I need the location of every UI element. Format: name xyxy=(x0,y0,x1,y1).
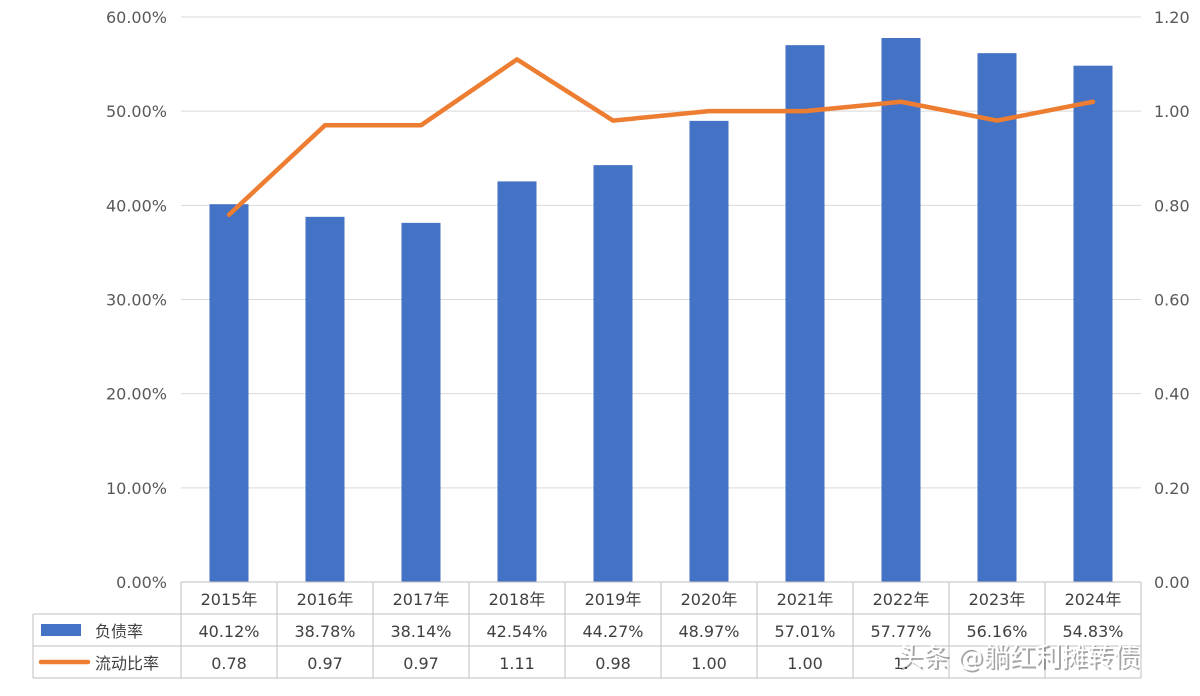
data-label: 1. xyxy=(893,654,908,673)
category-label: 2021年 xyxy=(777,590,834,609)
bar xyxy=(1073,65,1113,583)
left-tick-label: 40.00% xyxy=(106,196,167,215)
left-axis-ticks: 0.00% 10.00% 20.00% 30.00% 40.00% 50.00% 60.00… xyxy=(106,8,167,592)
right-axis-ticks: 0.00 0.20 0.40 0.60 0.80 1.00 1.20 xyxy=(1154,8,1190,592)
left-tick-label: 60.00% xyxy=(106,8,167,27)
right-tick-label: 1.00 xyxy=(1154,102,1190,121)
bar xyxy=(881,37,921,583)
category-label: 2020年 xyxy=(681,590,738,609)
bar-series xyxy=(209,37,1113,583)
right-tick-label: 0.80 xyxy=(1154,196,1190,215)
data-label: 1.00 xyxy=(787,654,823,673)
category-label: 2019年 xyxy=(585,590,642,609)
right-tick-label: 1.20 xyxy=(1154,8,1190,27)
legend-label: 负债率 xyxy=(95,622,143,641)
data-label: 57.77% xyxy=(870,622,931,641)
category-label: 2024年 xyxy=(1065,590,1122,609)
right-tick-label: 0.60 xyxy=(1154,291,1190,310)
bar xyxy=(785,45,825,583)
data-label: 38.78% xyxy=(294,622,355,641)
data-label: 54.83% xyxy=(1062,622,1123,641)
category-label: 2018年 xyxy=(489,590,546,609)
bar xyxy=(209,204,249,582)
data-label: 57.01% xyxy=(774,622,835,641)
category-label: 2015年 xyxy=(201,590,258,609)
data-label: 38.14% xyxy=(390,622,451,641)
legend-key-bar xyxy=(41,624,81,636)
bar xyxy=(401,222,441,582)
category-label: 2023年 xyxy=(969,590,1026,609)
data-label: 40.12% xyxy=(198,622,259,641)
bar xyxy=(593,165,633,583)
line-series xyxy=(226,57,1096,217)
watermark-shadow: 头条 @躺红利摊转债 xyxy=(899,645,1141,675)
left-tick-label: 30.00% xyxy=(106,291,167,310)
category-label: 2017年 xyxy=(393,590,450,609)
left-tick-label: 20.00% xyxy=(106,385,167,404)
data-label: 0.78 xyxy=(211,654,247,673)
right-tick-label: 0.00 xyxy=(1154,573,1190,592)
data-label: 44.27% xyxy=(582,622,643,641)
right-tick-label: 0.40 xyxy=(1154,385,1190,404)
left-tick-label: 10.00% xyxy=(106,479,167,498)
data-label: 0.97 xyxy=(403,654,439,673)
bar xyxy=(305,216,345,583)
data-label: 0.97 xyxy=(307,654,343,673)
data-table: 2015年 2016年 2017年 2018年 2019年 2020年 2021年 2022年… xyxy=(32,581,1142,679)
watermark-text: 头条 @躺红利摊转债 xyxy=(897,643,1139,673)
bar xyxy=(497,181,537,583)
category-label: 2016年 xyxy=(297,590,354,609)
data-label: 1.11 xyxy=(499,654,535,673)
line-path xyxy=(226,57,1096,217)
legend-label: 流动比率 xyxy=(95,654,159,673)
data-label: 48.97% xyxy=(678,622,739,641)
category-label: 2022年 xyxy=(873,590,930,609)
data-label: 0.98 xyxy=(595,654,631,673)
data-label: 42.54% xyxy=(486,622,547,641)
left-tick-label: 0.00% xyxy=(116,573,167,592)
bar xyxy=(977,53,1017,583)
data-label: 1.00 xyxy=(691,654,727,673)
left-tick-label: 50.00% xyxy=(106,102,167,121)
data-label: 56.16% xyxy=(966,622,1027,641)
bar xyxy=(689,120,729,582)
right-tick-label: 0.20 xyxy=(1154,479,1190,498)
watermark: 头条 @躺红利摊转债 头条 @躺红利摊转债 xyxy=(897,643,1141,675)
